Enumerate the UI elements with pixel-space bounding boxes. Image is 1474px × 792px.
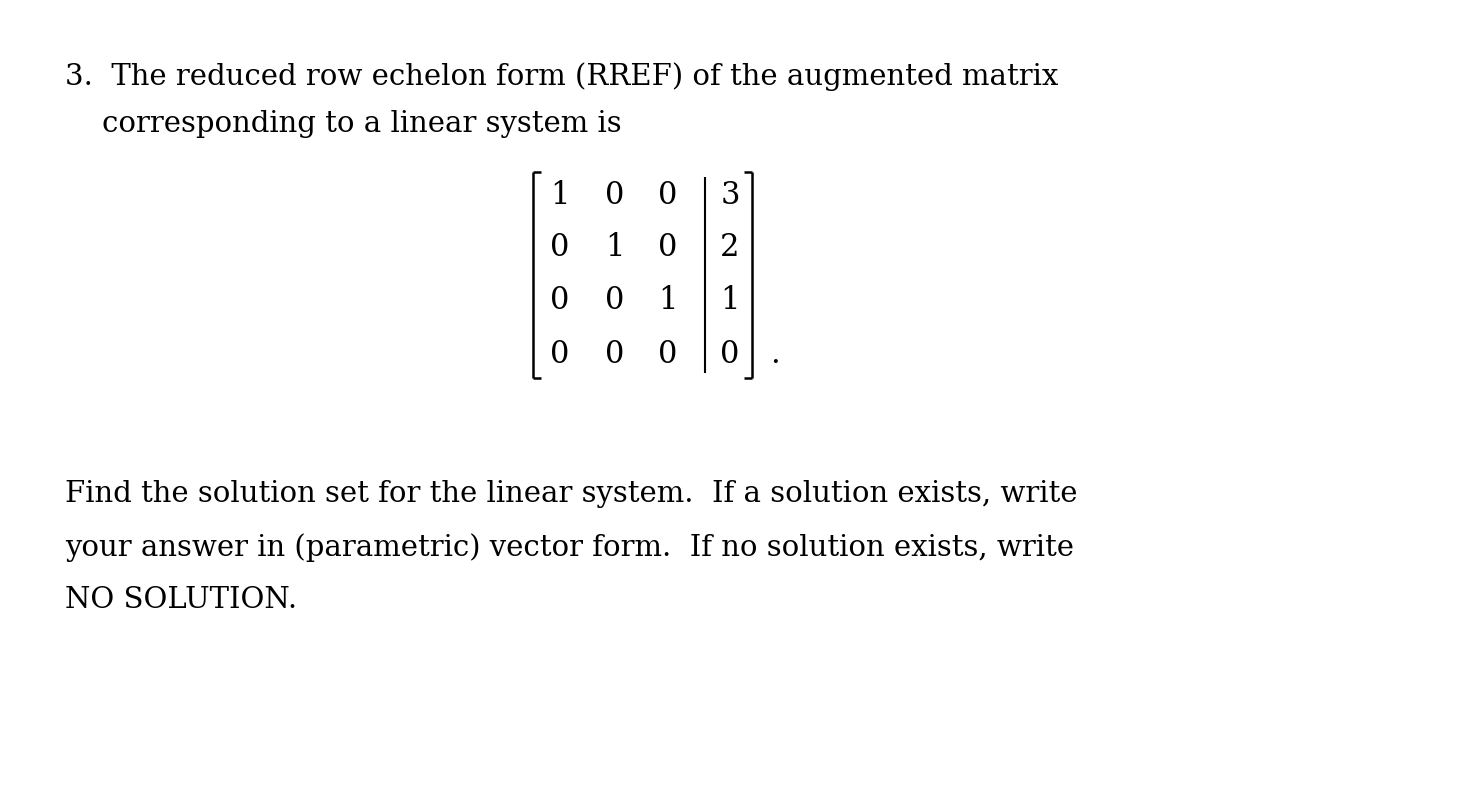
Text: 0: 0	[606, 338, 625, 370]
Text: 1: 1	[659, 285, 678, 317]
Text: 0: 0	[550, 338, 569, 370]
Text: 1: 1	[721, 285, 740, 317]
Text: .: .	[769, 338, 780, 370]
Text: 3: 3	[721, 180, 740, 211]
Text: 1: 1	[550, 180, 570, 211]
Text: 0: 0	[659, 233, 678, 264]
Text: corresponding to a linear system is: corresponding to a linear system is	[65, 110, 622, 138]
Text: Find the solution set for the linear system.  If a solution exists, write: Find the solution set for the linear sys…	[65, 480, 1077, 508]
Text: 3.  The reduced row echelon form (RREF) of the augmented matrix: 3. The reduced row echelon form (RREF) o…	[65, 62, 1058, 91]
Text: 1: 1	[606, 233, 625, 264]
Text: 0: 0	[550, 233, 569, 264]
Text: 0: 0	[659, 180, 678, 211]
Text: 0: 0	[606, 180, 625, 211]
Text: 0: 0	[550, 285, 569, 317]
Text: 0: 0	[606, 285, 625, 317]
Text: your answer in (parametric) vector form.  If no solution exists, write: your answer in (parametric) vector form.…	[65, 533, 1075, 562]
Text: 0: 0	[659, 338, 678, 370]
Text: 0: 0	[721, 338, 740, 370]
Text: NO SOLUTION.: NO SOLUTION.	[65, 586, 296, 614]
Text: 2: 2	[721, 233, 740, 264]
